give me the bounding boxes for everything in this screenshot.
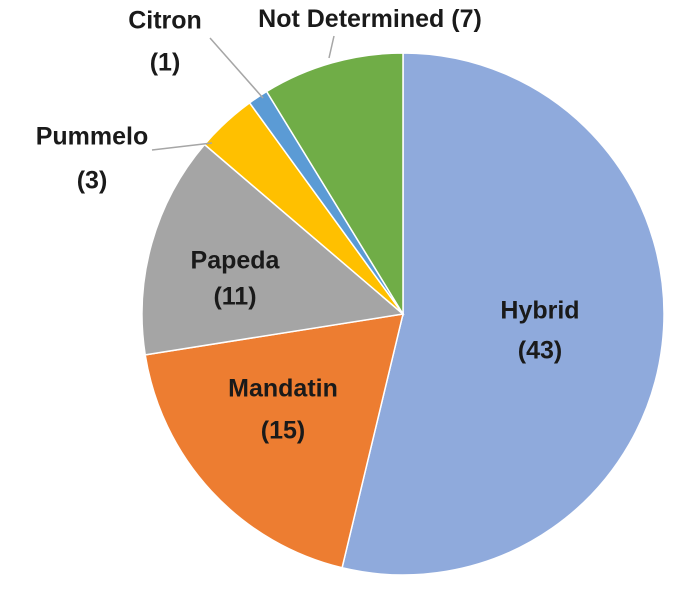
- category-label: Hybrid: [500, 297, 579, 325]
- slice-label: Not Determined (7): [258, 5, 482, 33]
- pie-slice: [265, 52, 404, 317]
- pie-slice: [341, 52, 665, 576]
- value-label: (3): [77, 167, 108, 195]
- category-label: Not Determined: [258, 5, 444, 33]
- leader-line: [209, 37, 264, 99]
- pie-slice: [141, 143, 405, 356]
- value-label: (43): [518, 337, 562, 365]
- value-label: (7): [451, 5, 482, 33]
- category-label: Pummelo: [36, 123, 149, 151]
- leader-line: [151, 142, 213, 151]
- slices: [141, 52, 665, 576]
- value-label: (15): [261, 417, 305, 445]
- value-label: (1): [150, 49, 181, 77]
- category-label: Papeda: [191, 247, 281, 275]
- value-label: (11): [213, 283, 256, 311]
- category-label: Mandatin: [228, 375, 338, 403]
- category-label: Citron: [128, 7, 202, 35]
- leader-line: [328, 35, 335, 59]
- pie-slice: [144, 313, 404, 569]
